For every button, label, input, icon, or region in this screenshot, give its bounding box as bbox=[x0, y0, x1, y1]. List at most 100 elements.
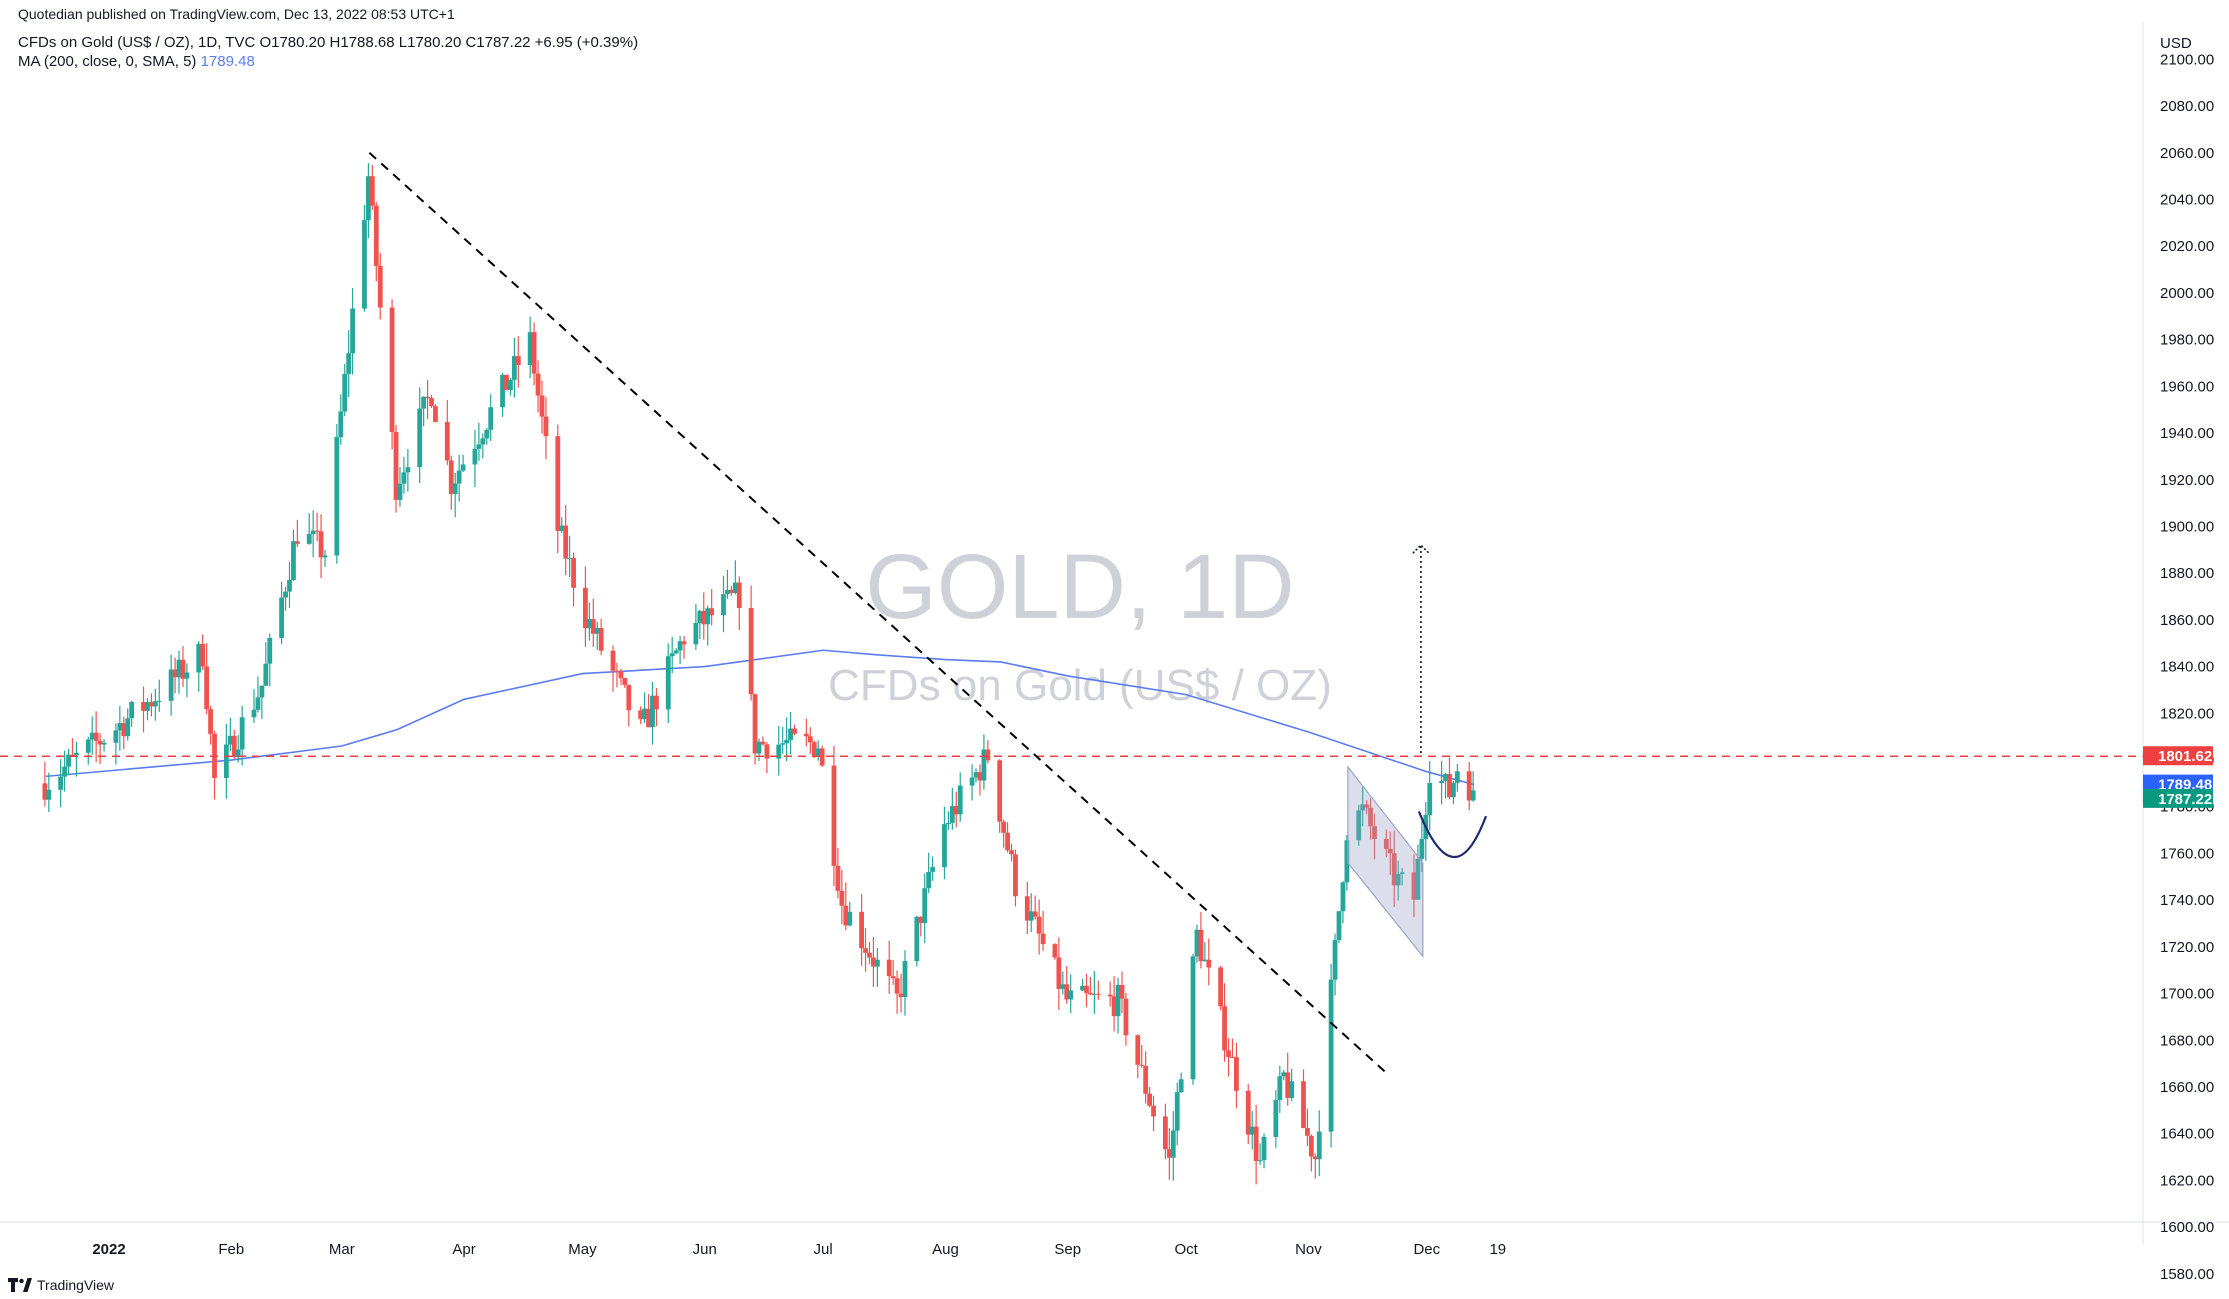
price-tick-22: 1660.00 bbox=[2160, 1079, 2214, 1096]
price-tick-6: 1980.00 bbox=[2160, 332, 2214, 349]
candle-body bbox=[1234, 1057, 1239, 1091]
candle-body bbox=[1419, 839, 1425, 859]
candle-body bbox=[393, 431, 399, 500]
candle-body bbox=[1206, 959, 1212, 968]
candle-body bbox=[1399, 872, 1405, 875]
candle-body bbox=[1009, 850, 1014, 855]
candle-body bbox=[231, 735, 237, 758]
candle-body bbox=[74, 752, 79, 756]
candle-body bbox=[405, 467, 411, 473]
candle-body bbox=[531, 332, 537, 374]
candle-body bbox=[764, 744, 770, 759]
candle-body bbox=[58, 776, 64, 790]
candle-body bbox=[598, 628, 604, 651]
candle-body bbox=[626, 684, 632, 711]
candle-body bbox=[1411, 872, 1417, 900]
ma-legend-value: 1789.48 bbox=[200, 53, 255, 70]
candle-body bbox=[1115, 985, 1121, 1017]
candle-body bbox=[922, 888, 928, 923]
candle-body bbox=[859, 911, 864, 949]
candle-body bbox=[819, 748, 825, 766]
candle-body bbox=[444, 422, 450, 461]
candle-body bbox=[322, 555, 328, 558]
price-tick-5: 2000.00 bbox=[2160, 285, 2214, 302]
candle-body bbox=[847, 911, 853, 926]
candle-body bbox=[511, 356, 517, 380]
candle-body bbox=[1060, 984, 1066, 989]
time-tick-8: Sep bbox=[1054, 1241, 1081, 1258]
candle-body bbox=[622, 677, 628, 685]
price-tick-26: 1580.00 bbox=[2160, 1266, 2214, 1283]
time-tick-4: May bbox=[568, 1241, 597, 1258]
candle-body bbox=[1340, 882, 1346, 912]
ma-legend[interactable]: MA (200, close, 0, SMA, 5) 1789.48 bbox=[18, 53, 255, 70]
candle-body bbox=[1277, 1076, 1283, 1101]
candle-body bbox=[981, 749, 987, 781]
candle-body bbox=[1253, 1126, 1259, 1161]
candle-body bbox=[803, 733, 809, 737]
candle-body bbox=[448, 460, 454, 495]
candle-body bbox=[1368, 807, 1373, 827]
ohlc-legend[interactable]: CFDs on Gold (US$ / OZ), 1D, TVC O1780.2… bbox=[18, 34, 639, 51]
candle-body bbox=[287, 580, 292, 592]
candle-body bbox=[1032, 911, 1038, 917]
time-tick-0: 2022 bbox=[92, 1241, 125, 1258]
time-tick-9: Oct bbox=[1174, 1241, 1198, 1258]
watermark-symbol: GOLD, 1D bbox=[865, 536, 1294, 638]
watermark-name: CFDs on Gold (US$ / OZ) bbox=[828, 661, 1332, 710]
candle-body bbox=[101, 742, 107, 745]
candle-body bbox=[1470, 790, 1476, 801]
candle-body bbox=[1447, 773, 1452, 798]
candle-body bbox=[1218, 967, 1224, 1007]
time-tick-3: Apr bbox=[452, 1241, 475, 1258]
price-tick-8: 1940.00 bbox=[2160, 425, 2214, 442]
candle-body bbox=[389, 307, 395, 432]
candle-body bbox=[1147, 1093, 1153, 1106]
candle-body bbox=[172, 669, 178, 678]
price-tick-11: 1880.00 bbox=[2160, 565, 2214, 582]
candle-body bbox=[129, 701, 135, 719]
candle-body bbox=[1178, 1079, 1184, 1093]
price-tick-9: 1920.00 bbox=[2160, 472, 2214, 489]
price-tick-0: 2100.00 bbox=[2160, 51, 2214, 68]
price-tick-17: 1760.00 bbox=[2160, 845, 2214, 862]
candle-body bbox=[149, 702, 154, 707]
candle-body bbox=[1466, 771, 1472, 801]
candle-body bbox=[255, 697, 261, 710]
candle-body bbox=[417, 408, 423, 468]
candle-body bbox=[1001, 821, 1007, 833]
candle-body bbox=[843, 905, 849, 926]
candle-body bbox=[141, 701, 146, 711]
currency-label: USD bbox=[2160, 35, 2192, 52]
candle-body bbox=[362, 220, 367, 309]
candle-body bbox=[1245, 1090, 1251, 1135]
time-tick-7: Aug bbox=[932, 1241, 959, 1258]
candle-body bbox=[113, 730, 119, 743]
candle-body bbox=[898, 993, 904, 998]
candle-body bbox=[515, 356, 521, 366]
price-tick-3: 2040.00 bbox=[2160, 191, 2214, 208]
price-axis[interactable]: 2100.00 2080.00 2060.00 2040.00 2020.00 2000.… bbox=[2160, 51, 2214, 1282]
candle-body bbox=[1135, 1035, 1141, 1065]
time-axis[interactable]: 2022 Feb Mar Apr May Jun Jul Aug Sep Oct Nov Dec 19 bbox=[92, 1241, 1506, 1258]
candle-body bbox=[397, 483, 403, 500]
candle-body bbox=[867, 952, 872, 958]
tradingview-brand[interactable]: TradingView bbox=[8, 1277, 114, 1293]
candle-body bbox=[251, 709, 257, 718]
candle-body bbox=[997, 760, 1003, 822]
time-tick-6: Jul bbox=[814, 1241, 833, 1258]
publisher-line: Quotedian published on TradingView.com, … bbox=[18, 6, 455, 22]
candle-body bbox=[1095, 993, 1101, 995]
candle-body bbox=[953, 806, 959, 815]
candle-body bbox=[957, 785, 963, 815]
candle-body bbox=[977, 772, 983, 781]
candle-body bbox=[701, 610, 707, 625]
price-tag-last bbox=[2143, 788, 2213, 808]
candle-body bbox=[1111, 996, 1117, 1017]
candle-body bbox=[535, 373, 541, 396]
candle-body bbox=[1162, 1116, 1168, 1150]
time-tick-5: Jun bbox=[693, 1241, 717, 1258]
candle-body bbox=[456, 470, 462, 484]
